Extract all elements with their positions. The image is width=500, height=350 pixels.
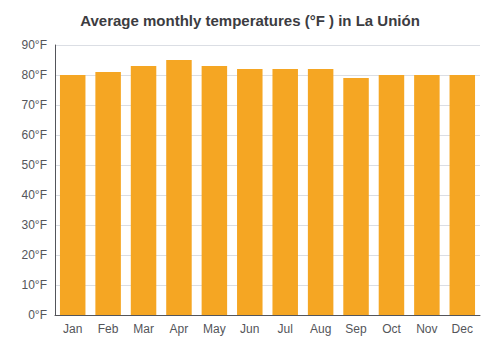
svg-text:80°F: 80°F [22, 68, 47, 82]
svg-text:Jun: Jun [240, 322, 259, 336]
svg-text:Feb: Feb [98, 322, 119, 336]
svg-text:70°F: 70°F [22, 98, 47, 112]
svg-text:10°F: 10°F [22, 278, 47, 292]
svg-text:Jul: Jul [278, 322, 293, 336]
svg-text:Oct: Oct [382, 322, 401, 336]
svg-text:90°F: 90°F [22, 38, 47, 52]
svg-text:May: May [203, 322, 226, 336]
svg-text:40°F: 40°F [22, 188, 47, 202]
svg-text:Sep: Sep [345, 322, 367, 336]
svg-text:60°F: 60°F [22, 128, 47, 142]
svg-text:50°F: 50°F [22, 158, 47, 172]
svg-text:Average monthly temperatures (: Average monthly temperatures (°F ) in La… [80, 12, 420, 29]
svg-text:Jan: Jan [63, 322, 82, 336]
svg-text:30°F: 30°F [22, 218, 47, 232]
svg-text:0°F: 0°F [28, 308, 47, 322]
svg-text:Mar: Mar [133, 322, 154, 336]
svg-text:Nov: Nov [416, 322, 437, 336]
svg-text:Dec: Dec [452, 322, 473, 336]
svg-text:20°F: 20°F [22, 248, 47, 262]
svg-text:Apr: Apr [170, 322, 189, 336]
svg-text:Aug: Aug [310, 322, 331, 336]
